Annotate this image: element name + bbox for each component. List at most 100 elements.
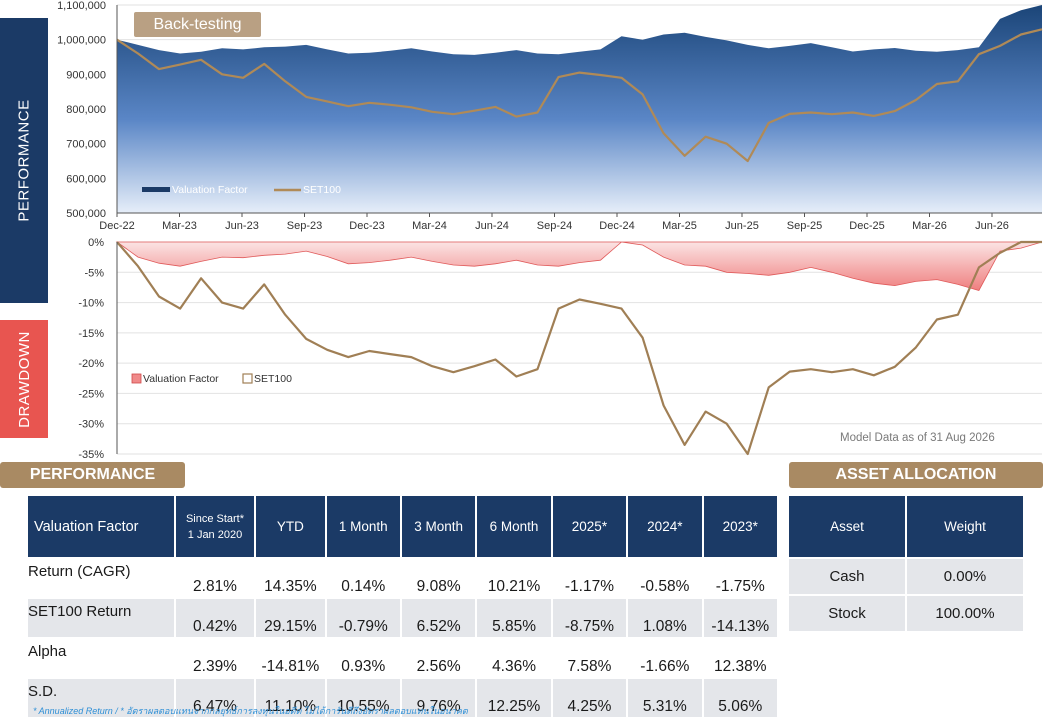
y-tick-label: 0%: [88, 237, 104, 249]
model-data-note: Model Data as of 31 Aug 2026: [840, 432, 995, 444]
legend-label-valuation-factor: Valuation Factor: [172, 184, 248, 196]
table-cell: -0.58%: [628, 559, 702, 597]
performance-sidebar-label: PERFORMANCE: [15, 99, 33, 222]
table-cell: 0.42%: [175, 599, 255, 637]
column-header-weight: Weight: [906, 496, 1023, 557]
drawdown-sidebar: DRAWDOWN: [0, 320, 48, 438]
table-cell: 5.31%: [628, 679, 702, 717]
table-cell: 2.81%: [175, 559, 255, 597]
x-tick-label: Dec-23: [349, 220, 384, 232]
table-cell: 12.25%: [477, 679, 551, 717]
performance-table: Valuation Factor Since Start* 1 Jan 2020…: [26, 494, 779, 719]
series-area-valuation-factor-drawdown: [115, 241, 1043, 291]
performance-header-label: PERFORMANCE: [29, 466, 156, 483]
y-tick-label: -20%: [78, 358, 104, 370]
column-header-ytd: YTD: [256, 496, 325, 557]
table-cell: 12.38%: [703, 639, 777, 677]
series-line-set100-drawdown: [116, 240, 1042, 456]
table-cell: 6.52%: [401, 599, 476, 637]
backtest-badge-label: Back-testing: [153, 15, 242, 33]
column-header-1-month: 1 Month: [326, 496, 400, 557]
x-tick-label: Dec-22: [99, 220, 134, 232]
table-row: Stock 100.00%: [789, 596, 1023, 631]
y-tick-label: 500,000: [66, 208, 106, 220]
row-label-set100-return: SET100 Return: [28, 599, 174, 637]
performance-header: PERFORMANCE: [0, 462, 185, 488]
table-cell: 5.06%: [703, 679, 777, 717]
column-header-6-month: 6 Month: [477, 496, 551, 557]
y-tick-label: -5%: [84, 267, 104, 279]
table-cell: 2.56%: [401, 639, 476, 677]
column-header-2025: 2025*: [552, 496, 627, 557]
table-cell: 5.85%: [477, 599, 551, 637]
table-cell: 9.08%: [401, 559, 476, 597]
x-tick-label: Mar-25: [662, 220, 697, 232]
table-cell: 4.36%: [477, 639, 551, 677]
y-tick-label: -15%: [78, 328, 104, 340]
x-tick-label: Jun-25: [725, 220, 759, 232]
column-header-2023: 2023*: [703, 496, 777, 557]
table-row: Cash 0.00%: [789, 559, 1023, 594]
table-cell: 11.10%: [256, 679, 325, 717]
x-tick-label: Jun-24: [475, 220, 509, 232]
legend-label-set100: SET100: [303, 184, 341, 196]
table-cell: 7.58%: [552, 639, 627, 677]
y-tick-label: 800,000: [66, 104, 106, 116]
table-cell: 9.76%: [401, 679, 476, 717]
asset-allocation-table: Asset Weight Cash 0.00% Stock 100.00%: [787, 494, 1025, 633]
table-row: SET100 Return 0.42% 29.15% -0.79% 6.52% …: [28, 599, 777, 637]
y-tick-label: -35%: [78, 449, 104, 460]
table-cell: 10.21%: [477, 559, 551, 597]
table-cell: -14.13%: [703, 599, 777, 637]
table-cell: -0.79%: [326, 599, 400, 637]
drawdown-chart: 0% -5% -10% -15% -20% -25% -30% -35% Valuation F…: [78, 237, 1043, 460]
table-cell: -1.17%: [552, 559, 627, 597]
y-tick-label: 1,000,000: [57, 35, 106, 47]
row-label-alpha: Alpha: [28, 639, 174, 677]
table-cell: 0.14%: [326, 559, 400, 597]
table-row: Return (CAGR) 2.81% 14.35% 0.14% 9.08% 1…: [28, 559, 777, 597]
y-tick-label: 600,000: [66, 173, 106, 185]
table-cell: 14.35%: [256, 559, 325, 597]
table-cell: 10.55%: [326, 679, 400, 717]
allocation-header-row: Asset Weight: [789, 496, 1023, 557]
asset-allocation-header-label: ASSET ALLOCATION: [835, 466, 997, 483]
x-tick-label: Mar-23: [162, 220, 197, 232]
allocation-asset-cash: Cash: [789, 559, 905, 594]
backtest-badge: Back-testing: [134, 12, 261, 37]
x-tick-label: Sep-25: [787, 220, 822, 232]
x-tick-label: Dec-24: [599, 220, 634, 232]
asset-allocation-header: ASSET ALLOCATION: [789, 462, 1043, 488]
y-tick-label: -30%: [78, 419, 104, 431]
allocation-weight-stock: 100.00%: [906, 596, 1023, 631]
since-start-label: Since Start*: [185, 512, 245, 525]
since-start-date: 1 Jan 2020: [187, 528, 243, 541]
table-cell: 29.15%: [256, 599, 325, 637]
series-area-valuation-factor: [117, 5, 1042, 213]
row-label-return: Return (CAGR): [28, 559, 174, 597]
legend-swatch-valuation-factor-drawdown: [131, 373, 142, 384]
footnote: * Annualized Return / * อัตราผลตอบแทนจาก…: [33, 706, 468, 716]
table-cell: -14.81%: [256, 639, 325, 677]
table-cell: -1.75%: [703, 559, 777, 597]
table-cell: 2.39%: [175, 639, 255, 677]
table-cell: 0.93%: [326, 639, 400, 677]
x-tick-label: Sep-23: [287, 220, 322, 232]
table-cell: 4.25%: [552, 679, 627, 717]
column-header-2024: 2024*: [628, 496, 702, 557]
x-tick-label: Dec-25: [849, 220, 884, 232]
x-tick-label: Jun-26: [975, 220, 1009, 232]
legend-swatch-set100-drawdown: [242, 373, 253, 384]
performance-sidebar: PERFORMANCE: [0, 18, 48, 303]
column-header-asset: Asset: [789, 496, 905, 557]
table-cell: -8.75%: [552, 599, 627, 637]
column-header-valuation-factor: Valuation Factor: [28, 496, 174, 557]
legend-swatch-valuation-factor: [142, 187, 170, 192]
y-tick-label: -25%: [78, 388, 104, 400]
charts-svg: 1,100,000 1,000,000 900,000 800,000 700,000 6…: [57, 0, 1043, 460]
column-header-since-start: Since Start* 1 Jan 2020: [175, 496, 255, 557]
allocation-weight-cash: 0.00%: [906, 559, 1023, 594]
x-tick-label: Jun-23: [225, 220, 259, 232]
y-tick-label: 1,100,000: [57, 0, 106, 12]
y-tick-label: 700,000: [66, 139, 106, 151]
